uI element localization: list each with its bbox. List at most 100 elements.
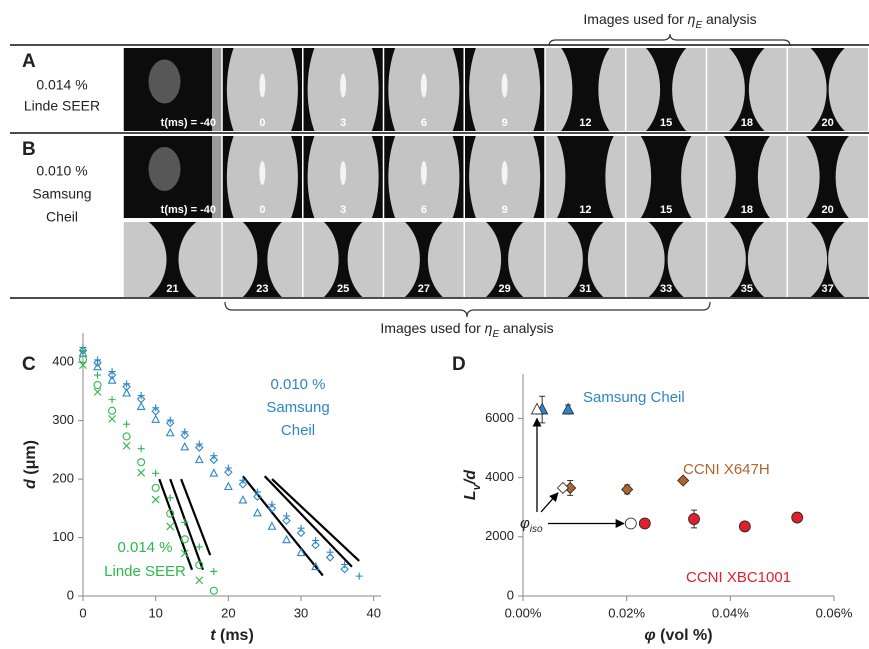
marker: [563, 403, 574, 413]
bracket-label: Images used for ηE analysis: [380, 320, 553, 340]
annotation: 0.010 %: [270, 376, 325, 393]
label-part: Images used for: [380, 320, 484, 336]
frame-time: 9: [502, 204, 508, 216]
x-tick-label: 0.00%: [505, 605, 542, 620]
frame-time: 37: [822, 283, 834, 295]
marker: [622, 484, 633, 495]
label-part: Images used for: [583, 11, 687, 27]
frame-time: 12: [579, 117, 591, 129]
series-label: Samsung Cheil: [583, 389, 685, 406]
x-axis-label: t (ms): [210, 627, 254, 644]
marker: [210, 469, 217, 476]
y-tick-label: 300: [52, 412, 74, 427]
row-label: 0.014 %: [36, 77, 87, 93]
marker: [625, 518, 636, 529]
marker: [109, 407, 116, 414]
marker: [152, 496, 159, 503]
marker: [123, 442, 130, 449]
marker: [196, 577, 203, 584]
y-tick-label: 200: [52, 471, 74, 486]
marker: [138, 445, 145, 452]
glint: [259, 74, 265, 98]
y-axis-label: Lv/d: [462, 469, 483, 500]
frame-time: 3: [340, 117, 346, 129]
marker: [689, 514, 700, 525]
x-tick-label: 20: [221, 605, 235, 620]
marker: [298, 525, 305, 532]
frame-time: t(ms) = -40: [161, 117, 216, 129]
y-tick-label: 0: [67, 587, 74, 602]
label-part: (μm): [22, 440, 39, 479]
frame-time: 6: [421, 117, 427, 129]
y-tick-label: 2000: [485, 528, 514, 543]
row-label: Samsung: [32, 186, 91, 202]
label-part: (vol %): [656, 627, 713, 644]
marker: [283, 536, 290, 543]
marker: [109, 415, 116, 422]
frame-time: 35: [741, 283, 753, 295]
frame-time: 23: [256, 283, 268, 295]
marker: [239, 496, 246, 503]
label-part: iso: [530, 524, 543, 535]
frame-time: 29: [499, 283, 511, 295]
marker: [94, 382, 101, 389]
x-tick-label: 0.02%: [608, 605, 645, 620]
x-tick-label: 0.04%: [712, 605, 749, 620]
marker: [639, 518, 650, 529]
glint: [502, 161, 508, 185]
label-part: L: [462, 490, 479, 500]
frame-time: 18: [741, 204, 753, 216]
frame-time: 0: [259, 117, 265, 129]
marker: [210, 587, 217, 594]
label-part: φ: [520, 515, 530, 532]
marker: [152, 484, 159, 491]
y-tick-label: 100: [52, 529, 74, 544]
annotation: Cheil: [281, 422, 315, 439]
blob: [149, 60, 181, 104]
frame-time: 12: [579, 204, 591, 216]
marker: [356, 573, 363, 580]
frame-time: 21: [166, 283, 178, 295]
marker: [123, 421, 130, 428]
annotation: Samsung: [266, 399, 329, 416]
x-tick-label: 10: [148, 605, 162, 620]
x-tick-label: 30: [294, 605, 308, 620]
label-part: analysis: [702, 11, 756, 27]
marker: [312, 537, 319, 544]
frame-time: 9: [502, 117, 508, 129]
fit-line: [243, 476, 323, 575]
marker: [167, 523, 174, 530]
annotation: 0.014 %: [117, 539, 172, 556]
glint: [340, 161, 346, 185]
bracket: [225, 302, 710, 317]
marker: [138, 469, 145, 476]
label-part: φ: [644, 627, 655, 644]
marker: [792, 512, 803, 523]
y-tick-label: 400: [52, 354, 74, 369]
x-tick-label: 40: [366, 605, 380, 620]
y-tick-label: 0: [507, 587, 514, 602]
frame-time: 15: [660, 204, 672, 216]
bracket-label: Images used for ηE analysis: [583, 11, 756, 31]
marker: [138, 459, 145, 466]
marker: [210, 568, 217, 575]
marker: [739, 521, 750, 532]
marker: [254, 509, 261, 516]
blob: [149, 147, 181, 191]
marker: [109, 396, 116, 403]
label-part: (ms): [216, 627, 254, 644]
x-tick-label: 0: [79, 605, 86, 620]
marker: [123, 389, 130, 396]
frame-time: 25: [337, 283, 349, 295]
panel-letter: C: [22, 354, 36, 375]
glint: [259, 161, 265, 185]
frame-time: 18: [741, 117, 753, 129]
row-label: Linde SEER: [24, 98, 100, 114]
marker: [152, 470, 159, 477]
marker: [181, 536, 188, 543]
figure: t(ms) = -40036912151820t(ms) = -40036912…: [0, 0, 869, 649]
row-label: Cheil: [46, 209, 78, 225]
y-tick-label: 6000: [485, 410, 514, 425]
frame-time: 15: [660, 117, 672, 129]
marker: [283, 512, 290, 519]
